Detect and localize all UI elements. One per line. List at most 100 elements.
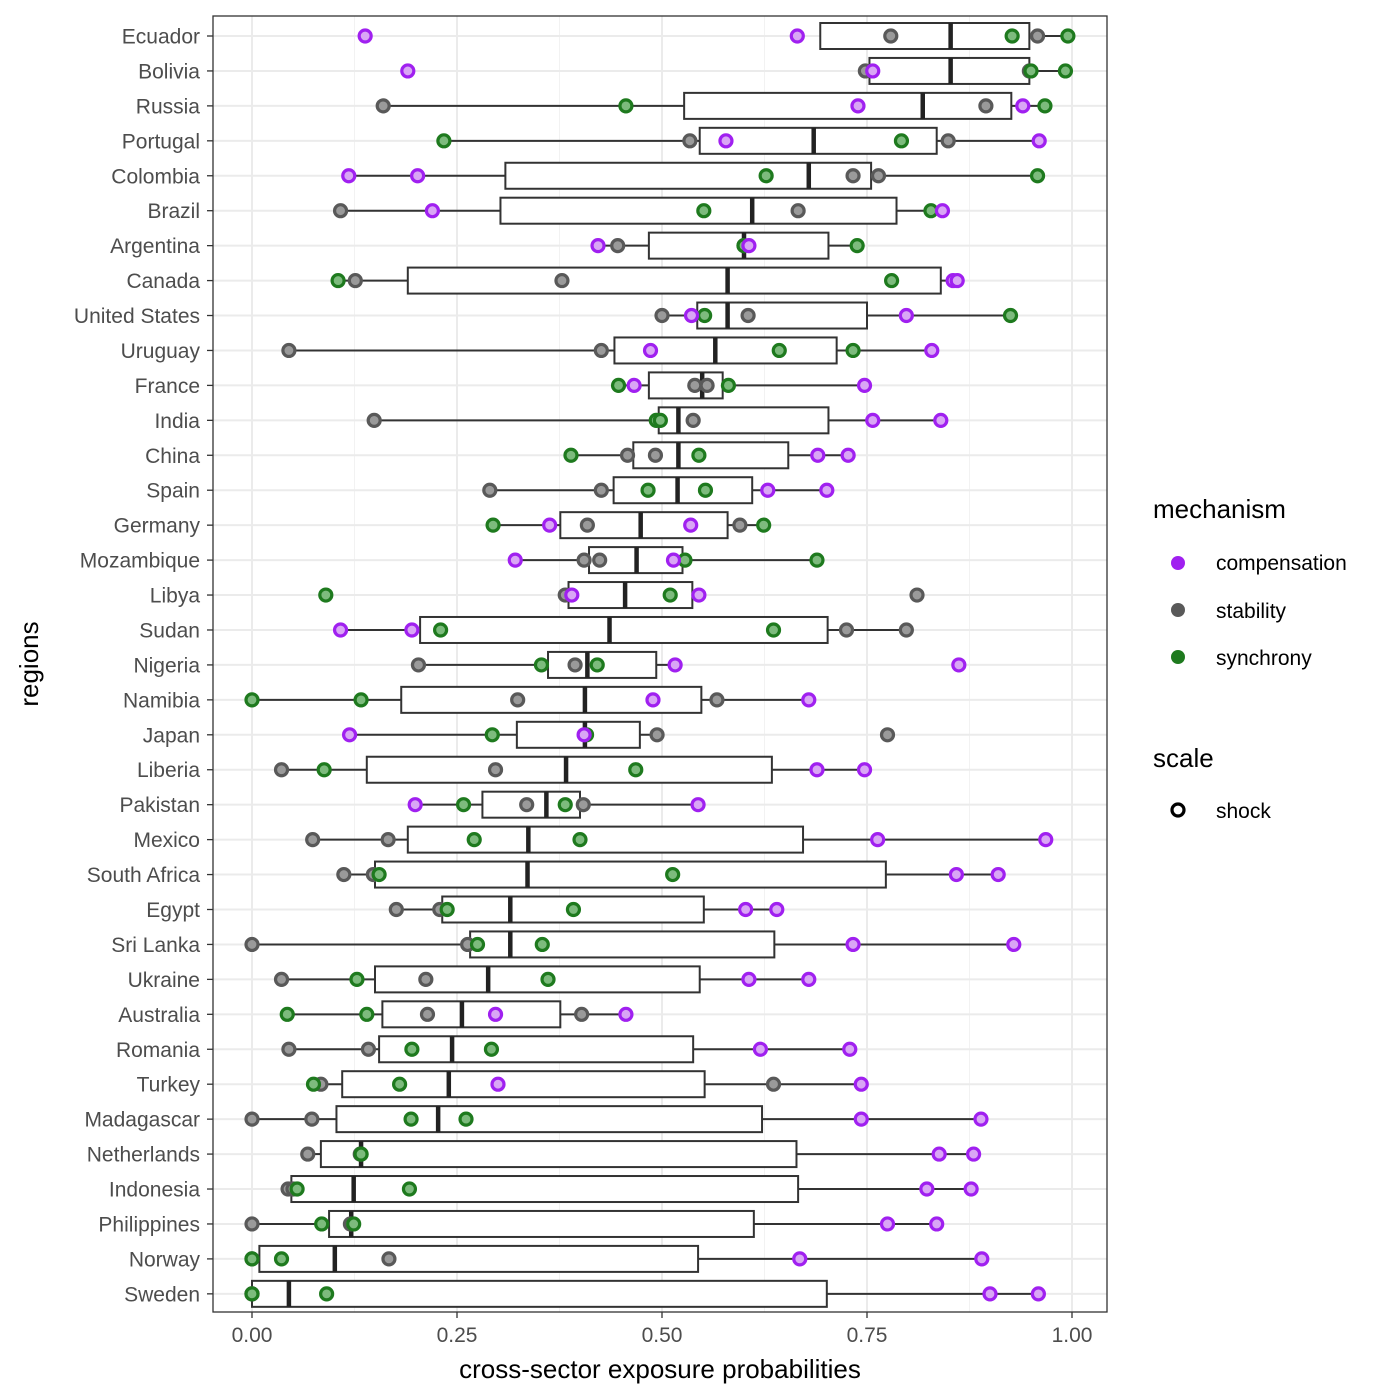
- y-tick-label: Romania: [116, 1039, 200, 1062]
- x-tick-label: 0.00: [232, 1324, 273, 1347]
- y-axis-title: regions: [14, 621, 44, 706]
- box-iqr: [251, 1279, 828, 1308]
- compensation-point: [840, 447, 856, 463]
- compensation-point: [965, 1146, 982, 1162]
- compensation-point: [645, 692, 661, 708]
- synchrony-point: [697, 307, 713, 324]
- compensation-point: [332, 622, 349, 638]
- compensation-point: [933, 412, 949, 428]
- x-tick-label: 0.25: [437, 1324, 478, 1347]
- synchrony-point: [610, 377, 627, 393]
- stability-point: [732, 517, 748, 533]
- y-tick-label: Norway: [129, 1248, 201, 1271]
- compensation-point: [410, 168, 426, 184]
- synchrony-point: [359, 1006, 375, 1022]
- stability-point: [375, 98, 391, 114]
- stability-point: [332, 203, 349, 219]
- box-iqr: [657, 406, 830, 435]
- y-tick-label: Philippines: [98, 1213, 200, 1236]
- legend-label-shock: shock: [1216, 800, 1271, 823]
- box-iqr: [504, 161, 873, 190]
- y-tick-label: Nigeria: [133, 654, 200, 677]
- compensation-point: [690, 797, 706, 813]
- synchrony-point: [534, 936, 550, 953]
- compensation-point: [931, 1146, 947, 1162]
- y-tick-label: Portugal: [122, 130, 200, 153]
- synchrony-point: [697, 482, 714, 498]
- synchrony-point: [849, 238, 865, 254]
- compensation-point: [850, 98, 866, 114]
- synchrony-point: [305, 1076, 322, 1092]
- y-tick-label: Pakistan: [119, 794, 200, 817]
- synchrony-point: [371, 866, 387, 883]
- synchrony-point: [1004, 28, 1020, 44]
- stability-point: [765, 1076, 782, 1092]
- compensation-point: [691, 587, 707, 603]
- compensation-point: [400, 63, 416, 79]
- compensation-point: [792, 1251, 808, 1267]
- synchrony-point: [771, 342, 787, 359]
- compensation-point: [879, 1216, 896, 1232]
- stability-point: [1029, 28, 1046, 44]
- stability-point: [419, 1006, 436, 1022]
- compensation-point: [741, 971, 757, 987]
- compensation-point: [760, 482, 776, 498]
- y-tick-label: India: [154, 410, 200, 433]
- compensation-point: [667, 657, 683, 673]
- compensation-point: [856, 762, 873, 778]
- y-tick-label: Namibia: [123, 689, 200, 712]
- synchrony-point: [485, 517, 501, 533]
- box-iqr: [381, 1000, 562, 1029]
- stability-point: [300, 1146, 316, 1162]
- y-tick-label: Uruguay: [121, 340, 201, 363]
- compensation-point: [564, 587, 580, 603]
- x-axis-title: cross-sector exposure probabilities: [459, 1354, 861, 1384]
- stability-point: [381, 1251, 397, 1267]
- compensation-point: [576, 727, 592, 743]
- stability-point: [360, 1041, 377, 1057]
- synchrony-point: [483, 1041, 500, 1057]
- stability-point: [687, 377, 703, 393]
- compensation-point: [738, 901, 754, 918]
- compensation-point: [341, 727, 358, 743]
- stability-point: [685, 412, 701, 428]
- compensation-point: [718, 133, 734, 149]
- box-iqr: [612, 476, 754, 505]
- y-tick-label: Canada: [126, 270, 200, 293]
- compensation-point: [870, 832, 886, 848]
- compensation-point: [990, 866, 1006, 883]
- synchrony-point: [401, 1181, 418, 1197]
- synchrony-point: [720, 377, 737, 393]
- synchrony-point: [279, 1006, 295, 1022]
- stability-point: [281, 342, 297, 359]
- box-iqr: [328, 1209, 755, 1238]
- stability-point: [482, 482, 498, 498]
- stability-point: [366, 412, 382, 428]
- stability-point: [593, 342, 609, 359]
- box-iqr: [406, 266, 942, 295]
- synchrony-point: [765, 622, 782, 638]
- compensation-point: [1006, 936, 1022, 953]
- legend-label-compensation: compensation: [1216, 552, 1347, 575]
- y-tick-label: Bolivia: [138, 60, 200, 83]
- y-tick-label: Sudan: [139, 619, 200, 642]
- synchrony-point: [244, 1286, 260, 1302]
- y-tick-label: Germany: [114, 515, 201, 538]
- y-tick-label: Egypt: [146, 899, 200, 922]
- legend: mechanism compensation stability synchro…: [1153, 494, 1347, 823]
- compensation-point: [865, 63, 881, 79]
- compensation-point: [665, 552, 682, 568]
- compensation-point: [819, 482, 835, 498]
- stability-point: [305, 832, 321, 848]
- synchrony-point: [244, 692, 260, 708]
- compensation-point: [752, 1041, 769, 1057]
- y-tick-label: Japan: [143, 724, 200, 747]
- stability-point: [281, 1041, 297, 1057]
- synchrony-point: [1002, 307, 1019, 324]
- y-tick-label: Netherlands: [87, 1144, 200, 1167]
- stability-point: [336, 866, 352, 883]
- y-tick-label: Ukraine: [128, 969, 200, 992]
- synchrony-point: [458, 1111, 474, 1127]
- y-tick-label: Spain: [146, 480, 200, 503]
